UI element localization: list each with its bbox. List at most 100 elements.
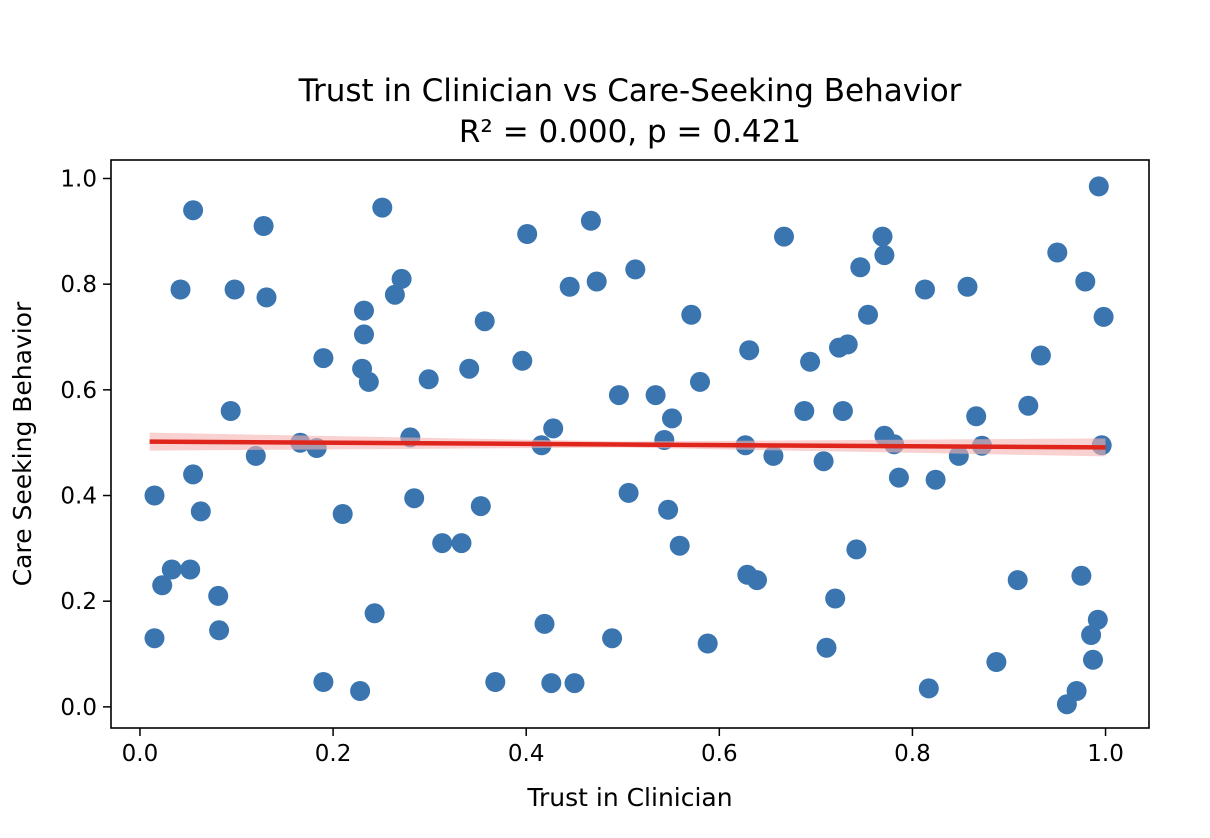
data-point <box>313 672 334 692</box>
data-point <box>966 406 987 427</box>
data-point <box>161 559 182 580</box>
data-point <box>697 633 718 654</box>
data-point <box>1083 649 1103 670</box>
data-point <box>451 533 472 554</box>
data-point <box>586 271 607 292</box>
data-point <box>253 216 274 236</box>
data-point <box>209 620 230 641</box>
data-point <box>774 226 794 247</box>
data-point <box>813 451 834 472</box>
data-point <box>1030 345 1051 366</box>
data-point <box>534 613 555 634</box>
data-point <box>180 559 201 580</box>
data-point <box>332 504 353 524</box>
y-tick-label: 0.4 <box>60 484 97 510</box>
axes-frame <box>110 159 1150 729</box>
x-tick-label: 0.0 <box>122 741 159 767</box>
data-point <box>1066 681 1087 701</box>
data-point <box>874 245 895 266</box>
data-point <box>208 585 229 606</box>
data-point <box>837 334 858 355</box>
data-point <box>832 401 853 421</box>
data-point <box>256 287 277 308</box>
y-tick-label: 1.0 <box>60 166 97 192</box>
data-point <box>1007 570 1028 591</box>
data-point <box>1087 609 1108 630</box>
data-point <box>1071 565 1092 586</box>
data-point <box>747 570 767 591</box>
data-point <box>915 279 935 300</box>
x-tick-label: 0.6 <box>701 741 738 767</box>
data-point <box>384 284 405 305</box>
data-point <box>763 445 784 466</box>
y-tick-label: 0.8 <box>60 272 97 298</box>
data-point <box>1047 242 1068 263</box>
data-point <box>170 279 191 300</box>
data-point <box>794 401 815 421</box>
x-tick-label: 0.2 <box>315 741 352 767</box>
axes: 0.0 0.2 0.4 0.6 0.8 1.0 0.0 0.2 0.4 0.6 0.8 1.0 <box>60 159 1150 767</box>
data-point <box>858 304 878 325</box>
data-point <box>470 496 491 517</box>
data-point <box>872 226 893 247</box>
y-tick-label: 0.2 <box>60 589 97 615</box>
y-tick-label: 0.0 <box>60 695 97 721</box>
data-point <box>372 197 393 218</box>
data-point <box>658 499 679 520</box>
x-tick-label: 0.4 <box>508 741 545 767</box>
data-point <box>354 300 374 321</box>
data-point <box>825 588 846 609</box>
data-point <box>245 445 266 466</box>
data-point <box>645 385 666 406</box>
data-point <box>564 673 585 694</box>
y-tick-label: 0.6 <box>60 378 97 404</box>
data-point <box>690 371 710 392</box>
data-point <box>183 464 204 485</box>
x-tick-label: 1.0 <box>1087 741 1124 767</box>
data-point <box>850 257 871 278</box>
regression-line <box>149 439 1106 450</box>
data-point <box>404 488 425 509</box>
data-point <box>957 276 978 297</box>
data-point <box>224 279 245 300</box>
data-point <box>608 385 629 406</box>
data-point <box>1088 176 1109 197</box>
data-point <box>474 311 495 332</box>
data-point <box>418 369 439 390</box>
data-point <box>391 268 412 289</box>
chart-subtitle: R² = 0.000, p = 0.421 <box>459 114 801 150</box>
data-point <box>512 350 533 371</box>
data-point <box>144 628 165 649</box>
data-point <box>543 418 564 439</box>
data-point <box>625 259 646 280</box>
plot-area <box>144 176 1114 715</box>
data-point <box>517 224 538 244</box>
x-axis-label: Trust in Clinician <box>526 783 732 812</box>
data-point <box>816 637 837 658</box>
data-point <box>220 401 241 421</box>
data-point <box>662 408 682 429</box>
data-point <box>432 533 453 554</box>
data-point <box>541 673 562 694</box>
data-point <box>846 539 867 560</box>
data-point <box>918 678 939 699</box>
data-point <box>152 575 173 596</box>
data-point <box>559 276 580 297</box>
data-point <box>925 469 946 490</box>
data-point <box>313 348 334 369</box>
data-point <box>183 200 204 221</box>
data-point <box>986 652 1007 672</box>
data-point <box>800 351 821 372</box>
y-axis-label: Care Seeking Behavior <box>8 301 37 586</box>
data-point <box>1075 271 1096 292</box>
data-point <box>350 681 371 701</box>
data-point <box>669 535 690 556</box>
data-point <box>1093 306 1114 327</box>
data-point <box>681 304 702 325</box>
data-point <box>358 371 379 392</box>
data-point <box>1081 625 1102 645</box>
data-point <box>364 603 385 624</box>
data-point <box>190 501 211 522</box>
